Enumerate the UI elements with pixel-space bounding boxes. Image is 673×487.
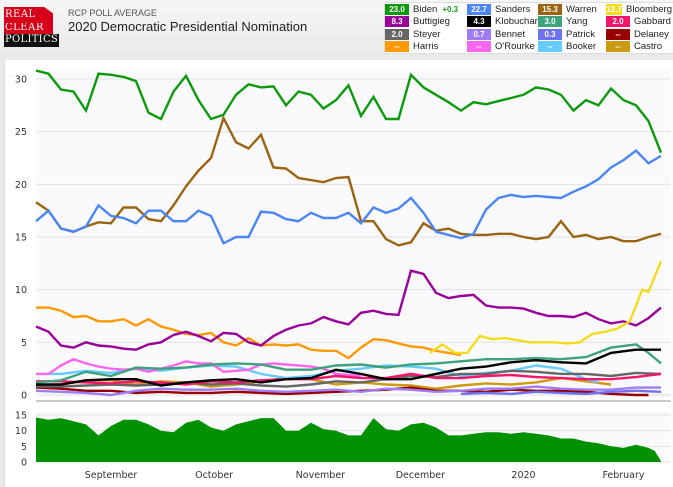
- legend-candidate-name: Steyer: [413, 28, 441, 40]
- logo-line-3: POLITICS: [4, 34, 59, 47]
- series-line-yang: [35, 343, 662, 384]
- series-line-harris: [36, 306, 462, 360]
- y-tick-label: 5: [21, 338, 27, 349]
- y-tick-label: 20: [15, 180, 27, 191]
- series-line-sanders: [35, 149, 662, 245]
- legend-item-orourke[interactable]: -- O'Rourke: [467, 41, 538, 54]
- legend-item-sanders[interactable]: 22.7 Sanders: [467, 3, 538, 16]
- legend-candidate-name: Castro: [634, 41, 662, 53]
- legend-candidate-name: Delaney: [634, 28, 669, 40]
- legend-item-yang[interactable]: 3.0 Yang: [538, 16, 606, 29]
- series-line-klobuchar: [36, 348, 661, 387]
- legend-item-biden[interactable]: 23.0 Biden +0.3: [385, 3, 467, 16]
- legend-candidate-name: Booker: [566, 41, 597, 53]
- legend-item-klobuchar[interactable]: 4.3 Klobuchar: [467, 16, 538, 29]
- header: REAL CLEAR POLITICS RCP POLL AVERAGE 202…: [0, 0, 673, 60]
- chart-subtitle: RCP POLL AVERAGE: [68, 8, 157, 18]
- legend-value-badge: 3.0: [538, 16, 562, 28]
- legend-value-badge: 15.3: [538, 3, 562, 15]
- spread-y-tick-label: 15: [15, 411, 27, 422]
- legend-value-badge: --: [538, 41, 562, 53]
- series-line-buttigieg: [35, 269, 662, 351]
- x-tick-label: 2020: [511, 470, 535, 481]
- y-tick-label: 15: [15, 233, 27, 244]
- x-tick-label: September: [85, 470, 138, 481]
- series-line-orourke: [36, 357, 362, 378]
- legend-candidate-name: Bennet: [495, 28, 526, 40]
- legend-item-bloomberg[interactable]: 12.7 Bloomberg: [606, 3, 672, 16]
- poll-chart[interactable]: 0 5 10 15 20 25 30 0 5 10 15 September October Novemb…: [5, 60, 673, 487]
- legend-candidate-name: Harris: [413, 41, 439, 53]
- legend-value-badge: 8.3: [385, 16, 409, 28]
- spread-y-tick-label: 0: [21, 458, 27, 469]
- legend-value-badge: --: [606, 28, 630, 40]
- legend-value-badge: 0.3: [538, 28, 562, 40]
- series-line-warren: [35, 114, 662, 247]
- rcp-logo[interactable]: REAL CLEAR POLITICS: [4, 7, 59, 47]
- legend-value-badge: 2.0: [606, 16, 630, 28]
- legend-item-delaney[interactable]: -- Delaney: [606, 28, 672, 41]
- legend-item-gabbard[interactable]: 2.0 Gabbard: [606, 16, 672, 29]
- x-tick-label: December: [396, 470, 445, 481]
- legend-value-badge: 4.3: [467, 16, 491, 28]
- y-tick-label: 0: [21, 391, 27, 402]
- legend-candidate-name: Klobuchar: [495, 16, 538, 28]
- x-tick-label: February: [602, 470, 644, 481]
- legend-item-patrick[interactable]: 0.3 Patrick: [538, 28, 606, 41]
- y-tick-label: 30: [15, 75, 27, 86]
- legend-candidate-name: Patrick: [566, 28, 596, 40]
- legend-item-booker[interactable]: -- Booker: [538, 41, 606, 54]
- legend-candidate-name: Sanders: [495, 3, 531, 15]
- legend-value-badge: 12.7: [606, 3, 623, 15]
- legend-item-harris[interactable]: -- Harris: [385, 41, 467, 54]
- legend-candidate-name: Buttigieg: [413, 16, 450, 28]
- legend-value-badge: --: [385, 41, 409, 53]
- legend-candidate-name: Biden: [413, 3, 438, 15]
- series-line-bennet: [35, 385, 661, 397]
- y-tick-label: 25: [15, 127, 27, 138]
- y-tick-label: 10: [15, 285, 27, 296]
- legend-item-steyer[interactable]: 2.0 Steyer: [385, 28, 467, 41]
- logo-line-1: REAL: [4, 7, 53, 23]
- chart-area: 0 5 10 15 20 25 30 0 5 10 15 September October Novemb…: [4, 60, 673, 487]
- legend-candidate-name: Warren: [566, 3, 597, 15]
- legend-change: +0.3: [442, 4, 459, 14]
- legend-candidate-name: Bloomberg: [626, 3, 672, 15]
- spread-y-tick-label: 5: [21, 442, 27, 453]
- legend-item-warren[interactable]: 15.3 Warren: [538, 3, 606, 16]
- legend-value-badge: 0.7: [467, 28, 491, 40]
- legend-item-buttigieg[interactable]: 8.3 Buttigieg: [385, 16, 467, 29]
- x-tick-label: November: [296, 470, 346, 481]
- legend-item-bennet[interactable]: 0.7 Bennet: [467, 28, 538, 41]
- series-line-steyer: [36, 369, 662, 388]
- chart-title: 2020 Democratic Presidential Nomination: [68, 19, 308, 34]
- series-line-bloomberg: [429, 260, 663, 355]
- legend-value-badge: 23.0: [385, 3, 409, 15]
- series-line-biden: [35, 69, 663, 154]
- legend-value-badge: 2.0: [385, 28, 409, 40]
- legend-candidate-name: Gabbard: [634, 16, 671, 28]
- spread-area: [36, 417, 661, 462]
- legend-item-castro[interactable]: -- Castro: [606, 41, 672, 54]
- legend-value-badge: 22.7: [467, 3, 491, 15]
- x-tick-label: October: [195, 470, 233, 481]
- legend-candidate-name: O'Rourke: [495, 41, 535, 53]
- legend: 23.0 Biden +0.3 22.7 Sanders 15.3 Warren 12.7 Bl…: [384, 2, 673, 54]
- series-line-patrick: [460, 389, 662, 396]
- main-plot-background: [36, 70, 671, 397]
- legend-candidate-name: Yang: [566, 16, 588, 28]
- legend-value-badge: --: [467, 41, 491, 53]
- legend-value-badge: --: [606, 41, 630, 53]
- spread-y-tick-label: 10: [15, 426, 27, 437]
- logo-line-2: CLEAR: [4, 23, 53, 34]
